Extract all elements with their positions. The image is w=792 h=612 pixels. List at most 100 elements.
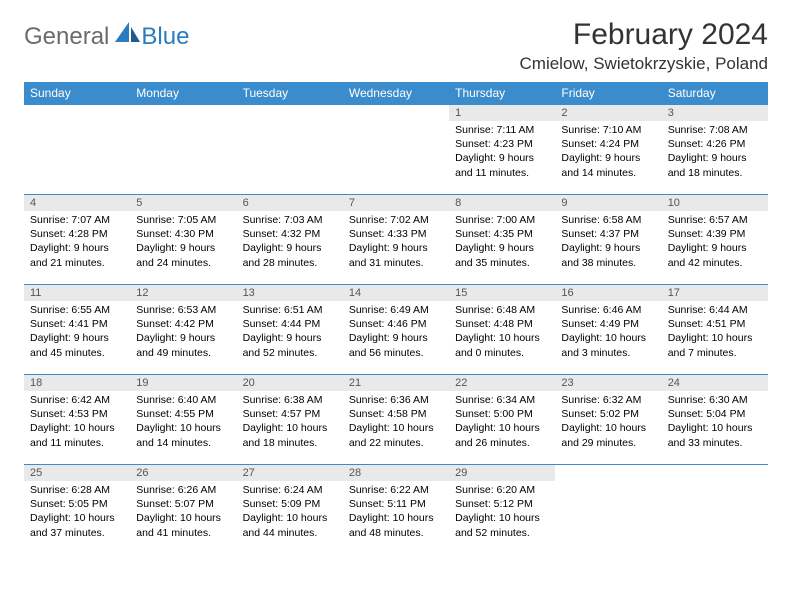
week-row: 25Sunrise: 6:28 AMSunset: 5:05 PMDayligh… — [24, 465, 768, 555]
col-wednesday: Wednesday — [343, 82, 449, 105]
calendar-table: Sunday Monday Tuesday Wednesday Thursday… — [24, 82, 768, 555]
sunset-text: Sunset: 4:42 PM — [136, 317, 230, 331]
daylight-text: Daylight: 10 hours and 41 minutes. — [136, 511, 230, 539]
day-cell: 17Sunrise: 6:44 AMSunset: 4:51 PMDayligh… — [662, 285, 768, 375]
daylight-text: Daylight: 10 hours and 52 minutes. — [455, 511, 549, 539]
day-number-blank — [555, 465, 661, 481]
daylight-text: Daylight: 10 hours and 0 minutes. — [455, 331, 549, 359]
day-number: 7 — [343, 195, 449, 211]
day-number: 23 — [555, 375, 661, 391]
day-detail: Sunrise: 7:00 AMSunset: 4:35 PMDaylight:… — [449, 211, 555, 272]
day-number: 13 — [237, 285, 343, 301]
sunrise-text: Sunrise: 6:55 AM — [30, 303, 124, 317]
week-row: 4Sunrise: 7:07 AMSunset: 4:28 PMDaylight… — [24, 195, 768, 285]
sunset-text: Sunset: 4:53 PM — [30, 407, 124, 421]
sunset-text: Sunset: 5:02 PM — [561, 407, 655, 421]
sunrise-text: Sunrise: 6:30 AM — [668, 393, 762, 407]
day-detail: Sunrise: 7:10 AMSunset: 4:24 PMDaylight:… — [555, 121, 661, 182]
day-cell: 8Sunrise: 7:00 AMSunset: 4:35 PMDaylight… — [449, 195, 555, 285]
sunrise-text: Sunrise: 6:34 AM — [455, 393, 549, 407]
day-detail: Sunrise: 6:44 AMSunset: 4:51 PMDaylight:… — [662, 301, 768, 362]
day-cell: 6Sunrise: 7:03 AMSunset: 4:32 PMDaylight… — [237, 195, 343, 285]
day-cell: 15Sunrise: 6:48 AMSunset: 4:48 PMDayligh… — [449, 285, 555, 375]
sunset-text: Sunset: 5:00 PM — [455, 407, 549, 421]
daylight-text: Daylight: 9 hours and 56 minutes. — [349, 331, 443, 359]
day-detail: Sunrise: 7:07 AMSunset: 4:28 PMDaylight:… — [24, 211, 130, 272]
col-sunday: Sunday — [24, 82, 130, 105]
sunrise-text: Sunrise: 6:51 AM — [243, 303, 337, 317]
day-number: 1 — [449, 105, 555, 121]
day-detail: Sunrise: 6:58 AMSunset: 4:37 PMDaylight:… — [555, 211, 661, 272]
col-monday: Monday — [130, 82, 236, 105]
sunrise-text: Sunrise: 7:11 AM — [455, 123, 549, 137]
day-detail: Sunrise: 6:55 AMSunset: 4:41 PMDaylight:… — [24, 301, 130, 362]
week-row: 18Sunrise: 6:42 AMSunset: 4:53 PMDayligh… — [24, 375, 768, 465]
day-detail: Sunrise: 6:32 AMSunset: 5:02 PMDaylight:… — [555, 391, 661, 452]
sunrise-text: Sunrise: 6:44 AM — [668, 303, 762, 317]
sunset-text: Sunset: 4:26 PM — [668, 137, 762, 151]
day-detail: Sunrise: 6:30 AMSunset: 5:04 PMDaylight:… — [662, 391, 768, 452]
sunset-text: Sunset: 4:28 PM — [30, 227, 124, 241]
daylight-text: Daylight: 9 hours and 24 minutes. — [136, 241, 230, 269]
sunrise-text: Sunrise: 6:40 AM — [136, 393, 230, 407]
daylight-text: Daylight: 10 hours and 33 minutes. — [668, 421, 762, 449]
day-number: 16 — [555, 285, 661, 301]
sunset-text: Sunset: 4:33 PM — [349, 227, 443, 241]
sunset-text: Sunset: 5:12 PM — [455, 497, 549, 511]
day-number: 19 — [130, 375, 236, 391]
sunrise-text: Sunrise: 6:36 AM — [349, 393, 443, 407]
day-detail: Sunrise: 6:51 AMSunset: 4:44 PMDaylight:… — [237, 301, 343, 362]
day-detail: Sunrise: 6:49 AMSunset: 4:46 PMDaylight:… — [343, 301, 449, 362]
daylight-text: Daylight: 10 hours and 3 minutes. — [561, 331, 655, 359]
sunset-text: Sunset: 5:04 PM — [668, 407, 762, 421]
brand-part1: General — [24, 23, 109, 51]
day-detail: Sunrise: 6:40 AMSunset: 4:55 PMDaylight:… — [130, 391, 236, 452]
sunset-text: Sunset: 4:39 PM — [668, 227, 762, 241]
sunset-text: Sunset: 5:09 PM — [243, 497, 337, 511]
day-detail: Sunrise: 7:08 AMSunset: 4:26 PMDaylight:… — [662, 121, 768, 182]
weekday-header-row: Sunday Monday Tuesday Wednesday Thursday… — [24, 82, 768, 105]
sunset-text: Sunset: 4:48 PM — [455, 317, 549, 331]
daylight-text: Daylight: 9 hours and 38 minutes. — [561, 241, 655, 269]
sunset-text: Sunset: 4:32 PM — [243, 227, 337, 241]
daylight-text: Daylight: 9 hours and 31 minutes. — [349, 241, 443, 269]
day-detail: Sunrise: 6:57 AMSunset: 4:39 PMDaylight:… — [662, 211, 768, 272]
day-cell — [555, 465, 661, 555]
calendar-body: 1Sunrise: 7:11 AMSunset: 4:23 PMDaylight… — [24, 105, 768, 555]
day-cell — [343, 105, 449, 195]
sunset-text: Sunset: 4:24 PM — [561, 137, 655, 151]
sunrise-text: Sunrise: 6:28 AM — [30, 483, 124, 497]
sunrise-text: Sunrise: 6:49 AM — [349, 303, 443, 317]
daylight-text: Daylight: 9 hours and 28 minutes. — [243, 241, 337, 269]
day-number: 4 — [24, 195, 130, 211]
day-detail: Sunrise: 6:53 AMSunset: 4:42 PMDaylight:… — [130, 301, 236, 362]
day-number: 18 — [24, 375, 130, 391]
sunrise-text: Sunrise: 6:46 AM — [561, 303, 655, 317]
brand-logo: General Blue — [24, 18, 189, 51]
sunrise-text: Sunrise: 7:08 AM — [668, 123, 762, 137]
sunset-text: Sunset: 5:05 PM — [30, 497, 124, 511]
col-thursday: Thursday — [449, 82, 555, 105]
day-cell: 20Sunrise: 6:38 AMSunset: 4:57 PMDayligh… — [237, 375, 343, 465]
day-detail: Sunrise: 7:02 AMSunset: 4:33 PMDaylight:… — [343, 211, 449, 272]
day-cell: 9Sunrise: 6:58 AMSunset: 4:37 PMDaylight… — [555, 195, 661, 285]
day-cell: 26Sunrise: 6:26 AMSunset: 5:07 PMDayligh… — [130, 465, 236, 555]
day-cell: 4Sunrise: 7:07 AMSunset: 4:28 PMDaylight… — [24, 195, 130, 285]
day-detail: Sunrise: 7:03 AMSunset: 4:32 PMDaylight:… — [237, 211, 343, 272]
day-number: 17 — [662, 285, 768, 301]
day-number: 14 — [343, 285, 449, 301]
day-number: 29 — [449, 465, 555, 481]
day-number: 2 — [555, 105, 661, 121]
day-cell: 29Sunrise: 6:20 AMSunset: 5:12 PMDayligh… — [449, 465, 555, 555]
daylight-text: Daylight: 9 hours and 49 minutes. — [136, 331, 230, 359]
sunrise-text: Sunrise: 7:05 AM — [136, 213, 230, 227]
day-cell: 28Sunrise: 6:22 AMSunset: 5:11 PMDayligh… — [343, 465, 449, 555]
sunset-text: Sunset: 4:37 PM — [561, 227, 655, 241]
day-number-blank — [343, 105, 449, 121]
day-cell: 27Sunrise: 6:24 AMSunset: 5:09 PMDayligh… — [237, 465, 343, 555]
sunrise-text: Sunrise: 6:57 AM — [668, 213, 762, 227]
sunset-text: Sunset: 4:51 PM — [668, 317, 762, 331]
day-number-blank — [130, 105, 236, 121]
sunset-text: Sunset: 4:30 PM — [136, 227, 230, 241]
daylight-text: Daylight: 9 hours and 11 minutes. — [455, 151, 549, 179]
